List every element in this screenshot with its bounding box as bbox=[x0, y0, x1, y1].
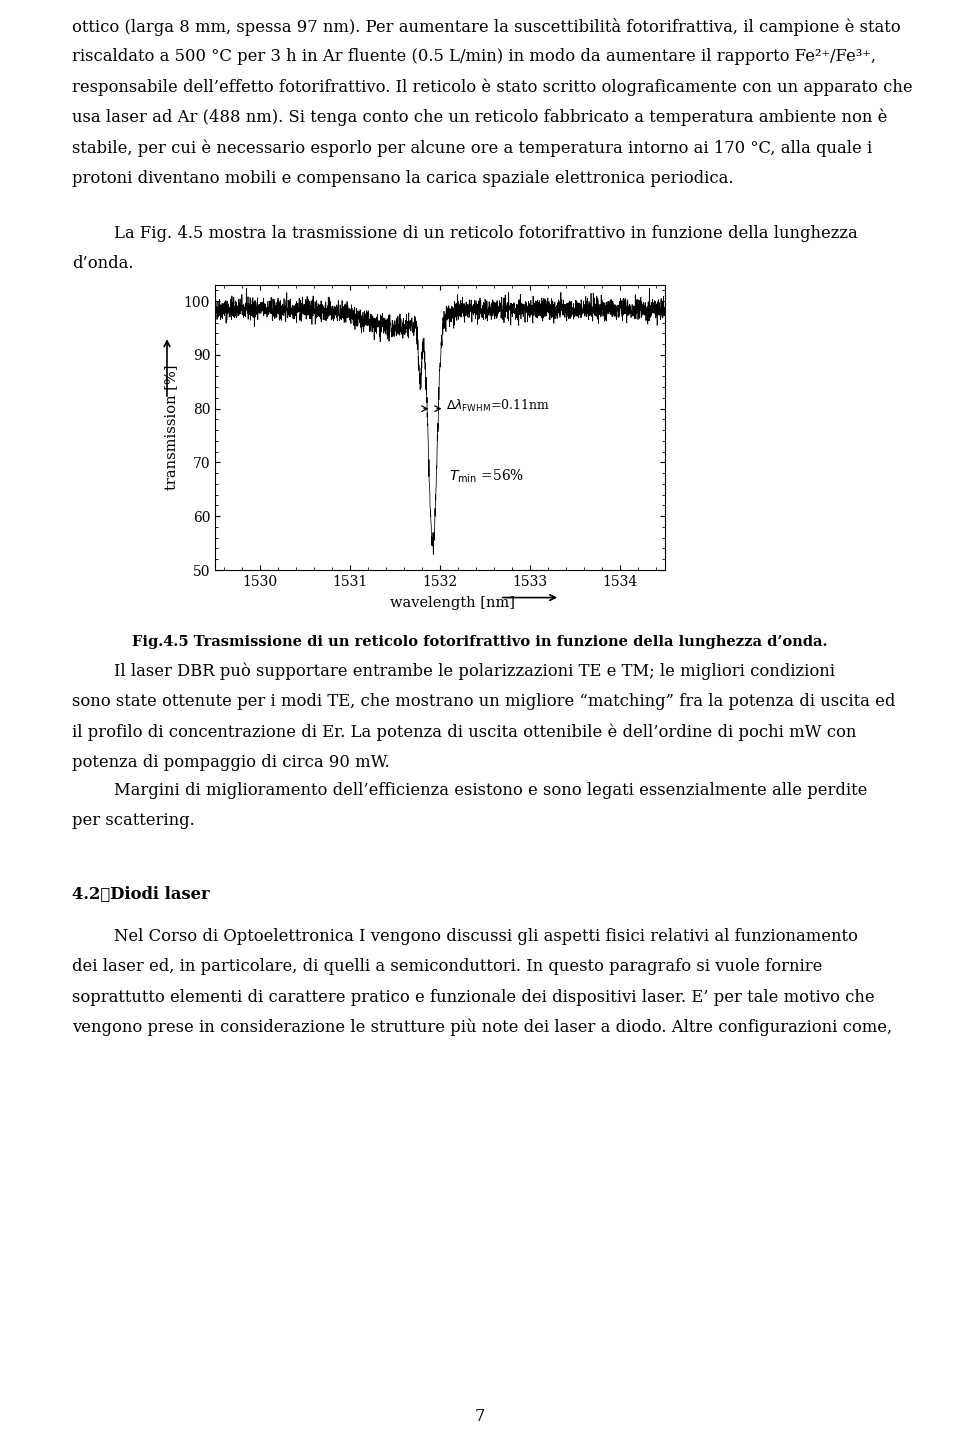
Text: Margini di miglioramento dell’efficienza esistono e sono legati essenzialmente a: Margini di miglioramento dell’efficienza… bbox=[72, 782, 868, 800]
Text: $T_{\rm min}$ =56%: $T_{\rm min}$ =56% bbox=[449, 467, 524, 485]
Text: Il laser DBR può supportare entrambe le polarizzazioni TE e TM; le migliori cond: Il laser DBR può supportare entrambe le … bbox=[72, 663, 835, 681]
Text: protoni diventano mobili e compensano la carica spaziale elettronica periodica.: protoni diventano mobili e compensano la… bbox=[72, 170, 733, 187]
Text: usa laser ad Ar (488 nm). Si tenga conto che un reticolo fabbricato a temperatur: usa laser ad Ar (488 nm). Si tenga conto… bbox=[72, 109, 887, 126]
Text: dei laser ed, in particolare, di quelli a semiconduttori. In questo paragrafo si: dei laser ed, in particolare, di quelli … bbox=[72, 958, 823, 975]
Text: Nel Corso di Optoelettronica I vengono discussi gli aspetti fisici relativi al f: Nel Corso di Optoelettronica I vengono d… bbox=[72, 929, 858, 945]
Text: $\Delta\lambda_{\rm FWHM}$=0.11nm: $\Delta\lambda_{\rm FWHM}$=0.11nm bbox=[446, 398, 550, 414]
Text: La Fig. 4.5 mostra la trasmissione di un reticolo fotorifrattivo in funzione del: La Fig. 4.5 mostra la trasmissione di un… bbox=[72, 225, 857, 242]
Text: responsabile dell’effetto fotorifrattivo. Il reticolo è stato scritto olografica: responsabile dell’effetto fotorifrattivo… bbox=[72, 78, 913, 96]
Text: riscaldato a 500 °C per 3 h in Ar fluente (0.5 L/min) in modo da aumentare il ra: riscaldato a 500 °C per 3 h in Ar fluent… bbox=[72, 48, 876, 65]
Text: Fig.4.5 Trasmissione di un reticolo fotorifrattivo in funzione della lunghezza d: Fig.4.5 Trasmissione di un reticolo foto… bbox=[132, 636, 828, 649]
Text: potenza di pompaggio di circa 90 mW.: potenza di pompaggio di circa 90 mW. bbox=[72, 755, 390, 770]
Text: vengono prese in considerazione le strutture più note dei laser a diodo. Altre c: vengono prese in considerazione le strut… bbox=[72, 1019, 892, 1036]
Text: ottico (larga 8 mm, spessa 97 nm). Per aumentare la suscettibilità fotorifrattiv: ottico (larga 8 mm, spessa 97 nm). Per a… bbox=[72, 17, 900, 36]
Text: sono state ottenute per i modi TE, che mostrano un migliore “matching” fra la po: sono state ottenute per i modi TE, che m… bbox=[72, 694, 896, 711]
Text: il profilo di concentrazione di Er. La potenza di uscita ottenibile è dell’ordin: il profilo di concentrazione di Er. La p… bbox=[72, 724, 856, 741]
Text: wavelength [nm]: wavelength [nm] bbox=[390, 596, 515, 609]
Text: per scattering.: per scattering. bbox=[72, 813, 195, 830]
Text: stabile, per cui è necessario esporlo per alcune ore a temperatura intorno ai 17: stabile, per cui è necessario esporlo pe… bbox=[72, 139, 873, 157]
Text: soprattutto elementi di carattere pratico e funzionale dei dispositivi laser. E’: soprattutto elementi di carattere pratic… bbox=[72, 988, 875, 1006]
Text: d’onda.: d’onda. bbox=[72, 255, 133, 273]
Y-axis label: transmission [%]: transmission [%] bbox=[164, 364, 179, 490]
Text: 7: 7 bbox=[475, 1407, 485, 1425]
Text: 4.2	Diodi laser: 4.2 Diodi laser bbox=[72, 885, 209, 903]
